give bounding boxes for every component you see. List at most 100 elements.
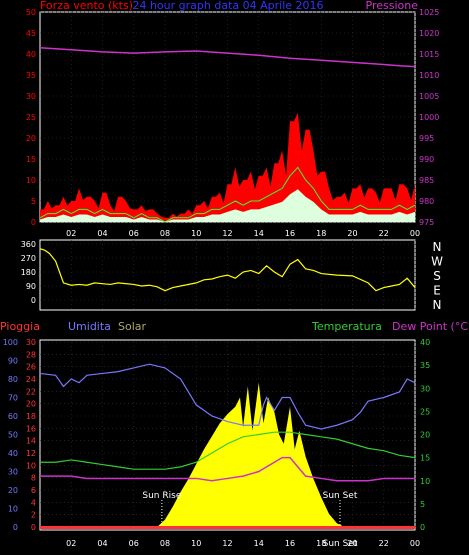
wind-tick-label: 10 xyxy=(26,176,36,185)
rain-tick-label: 16 xyxy=(26,424,36,433)
rain-tick-label: 22 xyxy=(26,387,36,396)
chart-title: 24 hour graph data 04 Aprile 2016 xyxy=(132,0,323,12)
wind-average-line xyxy=(39,166,416,223)
humidity-tick-label: 100 xyxy=(3,338,18,347)
rain-tick-label: 30 xyxy=(26,338,36,347)
solar-axis-title: Solar xyxy=(118,320,147,333)
rain-tick-label: 4 xyxy=(31,498,36,507)
humidity-tick-label: 0 xyxy=(13,523,18,532)
gust-area xyxy=(40,112,415,222)
rain-tick-label: 28 xyxy=(26,350,36,359)
hour-tick-label: 02 xyxy=(66,539,76,548)
hour-tick-label: 20 xyxy=(347,539,357,548)
wind-tick-label: 40 xyxy=(26,50,36,59)
pressure-tick-label: 990 xyxy=(419,155,434,164)
hour-tick-label: 12 xyxy=(222,229,232,238)
rain-tick-label: 6 xyxy=(31,486,36,495)
pressure-tick-label: 995 xyxy=(419,134,434,143)
hour-tick-label: 00 xyxy=(410,539,420,548)
rain-tick-label: 10 xyxy=(26,461,36,470)
compass-letter: N xyxy=(433,240,442,254)
pressure-tick-label: 1015 xyxy=(419,50,439,59)
wind-tick-label: 45 xyxy=(26,29,36,38)
hour-tick-label: 22 xyxy=(379,539,389,548)
temperature-tick-label: 15 xyxy=(420,454,430,463)
humidity-line xyxy=(39,363,416,430)
temperature-tick-label: 40 xyxy=(420,338,430,347)
rain-baseline xyxy=(40,526,415,529)
rain-tick-label: 2 xyxy=(31,511,36,520)
hour-tick-label: 10 xyxy=(191,229,201,238)
pressure-line xyxy=(39,46,416,68)
hour-tick-label: 18 xyxy=(316,229,326,238)
hour-tick-label: 00 xyxy=(410,229,420,238)
temperature-tick-label: 25 xyxy=(420,407,430,416)
hour-tick-label: 16 xyxy=(285,539,295,548)
sunset-label: Sun Set xyxy=(323,491,358,501)
pressure-tick-label: 1020 xyxy=(419,29,439,38)
rain-tick-label: 12 xyxy=(26,449,36,458)
panel-2-grid xyxy=(40,240,416,310)
pressure-tick-label: 980 xyxy=(419,197,434,206)
rain-tick-label: 8 xyxy=(31,474,36,483)
hour-tick-label: 18 xyxy=(316,539,326,548)
solar-area xyxy=(157,382,345,527)
hour-tick-label: 06 xyxy=(129,229,139,238)
wind-tick-label: 25 xyxy=(26,113,36,122)
dewpoint-axis-title: Dew Point (°C) xyxy=(392,320,469,333)
humidity-tick-label: 60 xyxy=(8,412,18,421)
humidity-axis-title: Umidita xyxy=(68,320,111,333)
panel-1-right-ticks: 975 980 985 990 995 1000 1005 1010 1015 1020 1025 xyxy=(419,8,439,227)
rain-tick-label: 24 xyxy=(26,375,36,384)
hour-tick-label: 04 xyxy=(97,229,107,238)
humidity-tick-label: 40 xyxy=(8,449,18,458)
pressure-tick-label: 1010 xyxy=(419,71,439,80)
humidity-tick-label: 20 xyxy=(8,486,18,495)
direction-tick-label: 360 xyxy=(21,240,36,249)
humidity-tick-label: 80 xyxy=(8,375,18,384)
pressure-tick-label: 985 xyxy=(419,176,434,185)
compass-letter: S xyxy=(433,269,441,283)
wind-tick-label: 30 xyxy=(26,92,36,101)
wind-tick-label: 5 xyxy=(31,197,36,206)
humidity-ticks: 0 10 20 30 40 50 60 70 80 90 100 xyxy=(3,338,18,532)
hour-tick-label: 16 xyxy=(285,229,295,238)
hour-tick-label: 10 xyxy=(191,539,201,548)
hour-tick-label: 22 xyxy=(379,229,389,238)
temperature-tick-label: 0 xyxy=(420,523,425,532)
hour-tick-label: 06 xyxy=(129,539,139,548)
rain-tick-label: 14 xyxy=(26,437,36,446)
pressure-tick-label: 1000 xyxy=(419,113,439,122)
pressure-tick-label: 1025 xyxy=(419,8,439,17)
wind-tick-label: 35 xyxy=(26,71,36,80)
temperature-tick-label: 35 xyxy=(420,361,430,370)
temperature-tick-label: 20 xyxy=(420,431,430,440)
humidity-tick-label: 30 xyxy=(8,468,18,477)
humidity-tick-label: 10 xyxy=(8,505,18,514)
rain-tick-label: 0 xyxy=(31,523,36,532)
panel-3-x-ticks: 02 04 06 08 10 12 14 16 18 20 22 00 xyxy=(66,539,420,548)
wind-tick-label: 0 xyxy=(31,218,36,227)
hour-tick-label: 12 xyxy=(222,539,232,548)
direction-tick-label: 270 xyxy=(21,254,36,263)
rain-axis-title: Pioggia xyxy=(0,320,40,333)
wind-tick-label: 15 xyxy=(26,155,36,164)
hour-tick-label: 14 xyxy=(254,229,264,238)
temperature-tick-label: 10 xyxy=(420,477,430,486)
wind-tick-label: 50 xyxy=(26,8,36,17)
wind-base-area xyxy=(40,189,415,222)
sunset-time-label: Sun Set xyxy=(323,539,358,549)
compass-letter: E xyxy=(433,284,441,298)
temperature-ticks: 0 5 10 15 20 25 30 35 40 xyxy=(420,338,430,532)
temperature-tick-label: 5 xyxy=(420,500,425,509)
wind-axis-title: Forza vento (kts) xyxy=(40,0,133,12)
temperature-tick-label: 30 xyxy=(420,384,430,393)
rain-tick-label: 20 xyxy=(26,400,36,409)
hour-tick-label: 08 xyxy=(160,539,170,548)
